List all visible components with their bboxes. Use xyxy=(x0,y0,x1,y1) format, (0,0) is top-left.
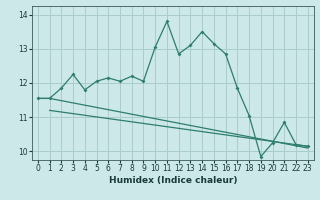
X-axis label: Humidex (Indice chaleur): Humidex (Indice chaleur) xyxy=(108,176,237,185)
